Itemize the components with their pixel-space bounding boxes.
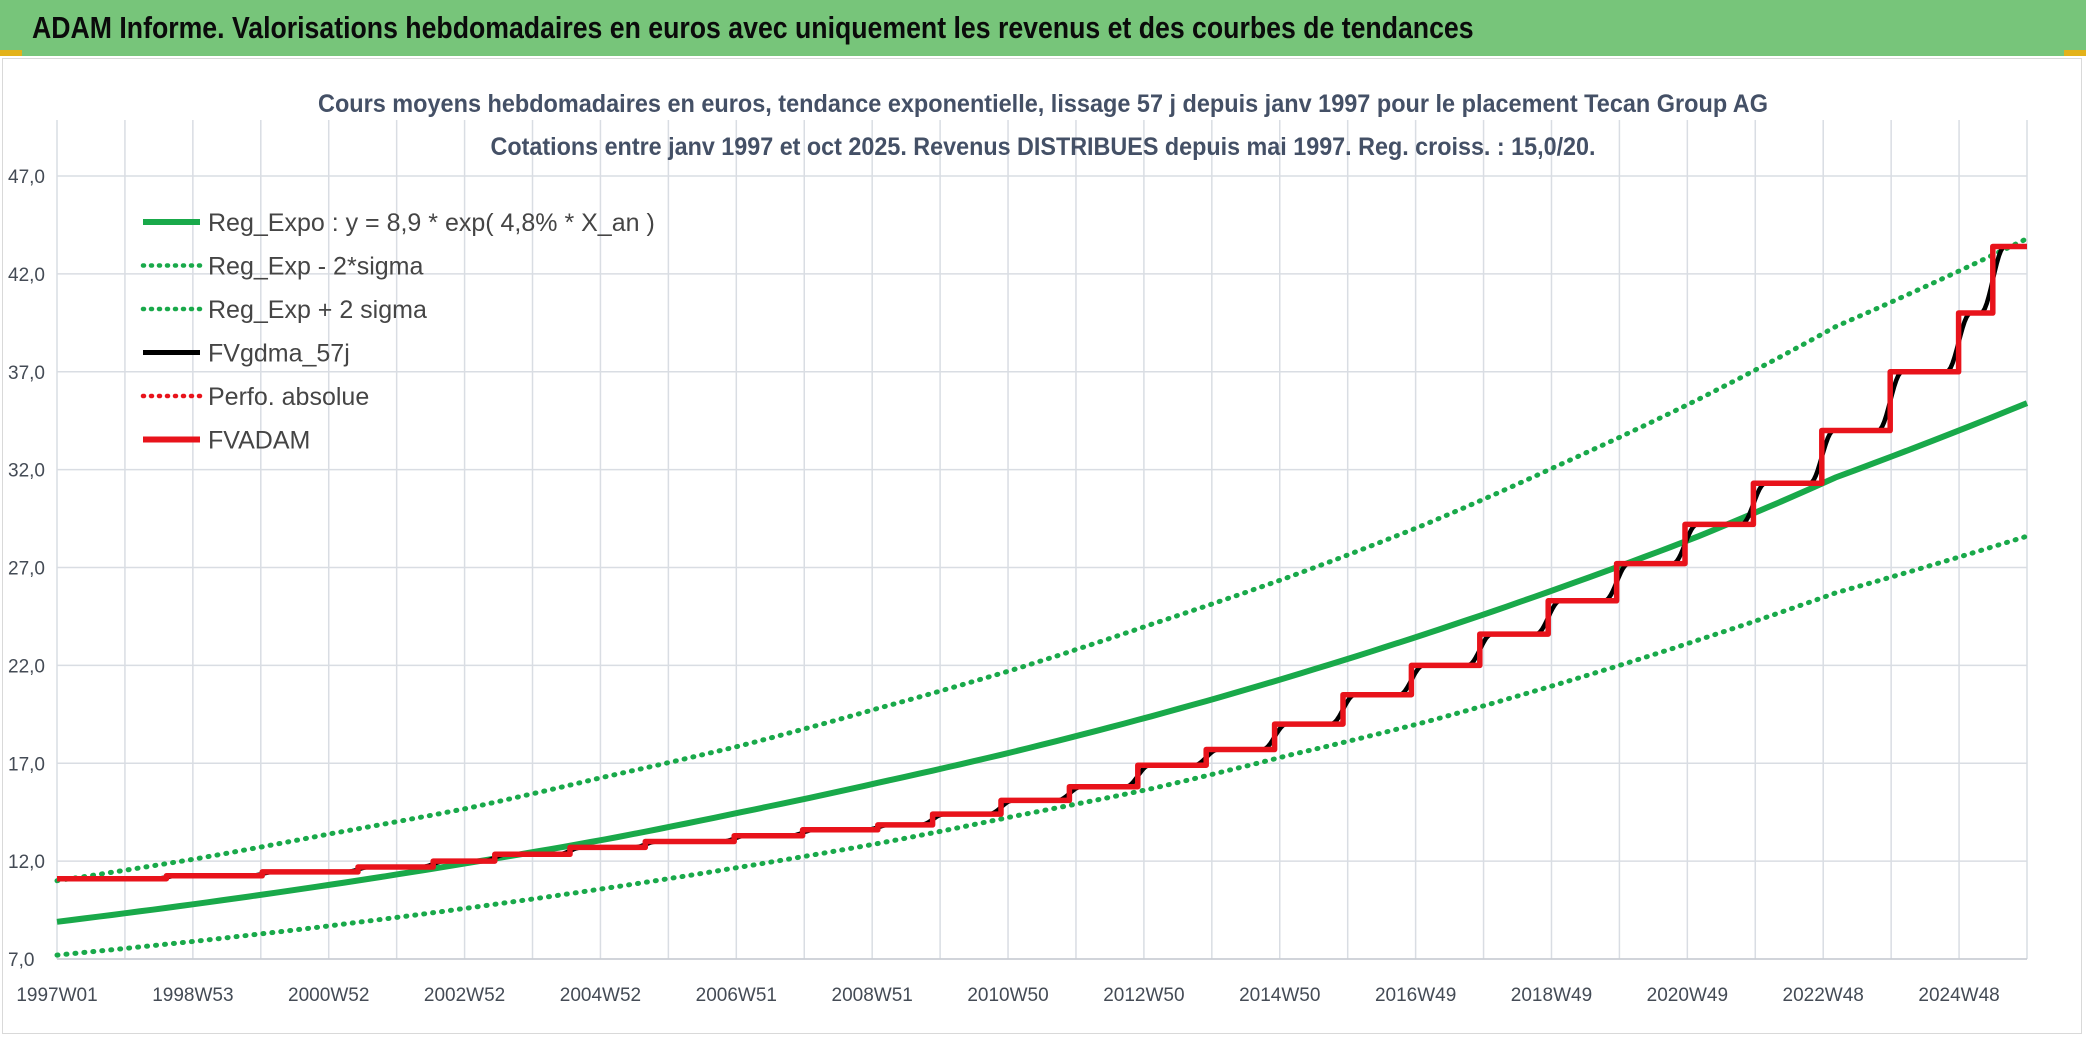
- chart-title: Cours moyens hebdomadaires en euros, ten…: [318, 90, 1768, 161]
- y-tick-label: 42,0: [8, 265, 45, 286]
- y-tick-label: 12,0: [8, 852, 45, 873]
- x-tick-label: 2014W50: [1239, 985, 1320, 1006]
- y-tick-label: 47,0: [8, 167, 45, 188]
- series: [54, 236, 2030, 958]
- x-tick-label: 2006W51: [696, 985, 777, 1006]
- chart-title-line-2: Cotations entre janv 1997 et oct 2025. R…: [491, 133, 1596, 161]
- y-tick-label: 22,0: [8, 656, 45, 677]
- x-tick-label: 2010W50: [967, 985, 1048, 1006]
- x-tick-label: 1997W01: [16, 985, 97, 1006]
- chart-frame: [2, 58, 2082, 1034]
- x-tick-label: 2008W51: [832, 985, 913, 1006]
- x-tick-label: 2022W48: [1783, 985, 1864, 1006]
- report-header: ADAM Informe. Valorisations hebdomadaire…: [0, 0, 2086, 56]
- x-tick-label: 1998W53: [152, 985, 233, 1006]
- grid: [56, 120, 2028, 960]
- x-tick-label: 2002W52: [424, 985, 505, 1006]
- legend-label: Reg_Exp + 2 sigma: [208, 296, 427, 324]
- header-accent-left: [0, 50, 22, 56]
- y-tick-label: 32,0: [8, 461, 45, 482]
- series-reg-expo: [56, 400, 2029, 925]
- legend-label: FVgdma_57j: [208, 340, 350, 368]
- x-tick-label: 2012W50: [1103, 985, 1184, 1006]
- series-reg-exp-minus-2sigma: [54, 533, 2030, 958]
- y-tick-label: 27,0: [8, 559, 45, 580]
- x-tick-label: 2016W49: [1375, 985, 1456, 1006]
- legend-label: Reg_Exp - 2*sigma: [208, 253, 423, 281]
- series-reg-exp-plus-2sigma: [54, 236, 2030, 884]
- legend: Reg_Expo : y = 8,9 * exp( 4,8% * X_an ) R…: [140, 209, 655, 455]
- x-tick-label: 2018W49: [1511, 985, 1592, 1006]
- x-tick-label: 2000W52: [288, 985, 369, 1006]
- legend-label: Perfo. absolue: [208, 383, 369, 411]
- y-tick-label: 37,0: [8, 363, 45, 384]
- y-tick-label: 17,0: [8, 754, 45, 775]
- series-fvadam: [57, 243, 2027, 882]
- axes: 7,0 12,0 17,0 22,0 27,0 32,0 37,0 42,0 47,0 1997W…: [8, 167, 2027, 1006]
- header-accent-right: [2064, 50, 2086, 56]
- series-fvgdma-57j: [57, 244, 2027, 881]
- legend-label: Reg_Expo : y = 8,9 * exp( 4,8% * X_an ): [208, 209, 655, 237]
- x-tick-label: 2004W52: [560, 985, 641, 1006]
- y-tick-label: 7,0: [8, 950, 34, 971]
- legend-label: FVADAM: [208, 427, 310, 455]
- x-tick-label: 2020W49: [1647, 985, 1728, 1006]
- x-tick-label: 2024W48: [1918, 985, 1999, 1006]
- report-title: ADAM Informe. Valorisations hebdomadaire…: [32, 10, 1474, 45]
- series-perfo-absolue: [57, 245, 2027, 881]
- chart-title-line-1: Cours moyens hebdomadaires en euros, ten…: [318, 90, 1768, 118]
